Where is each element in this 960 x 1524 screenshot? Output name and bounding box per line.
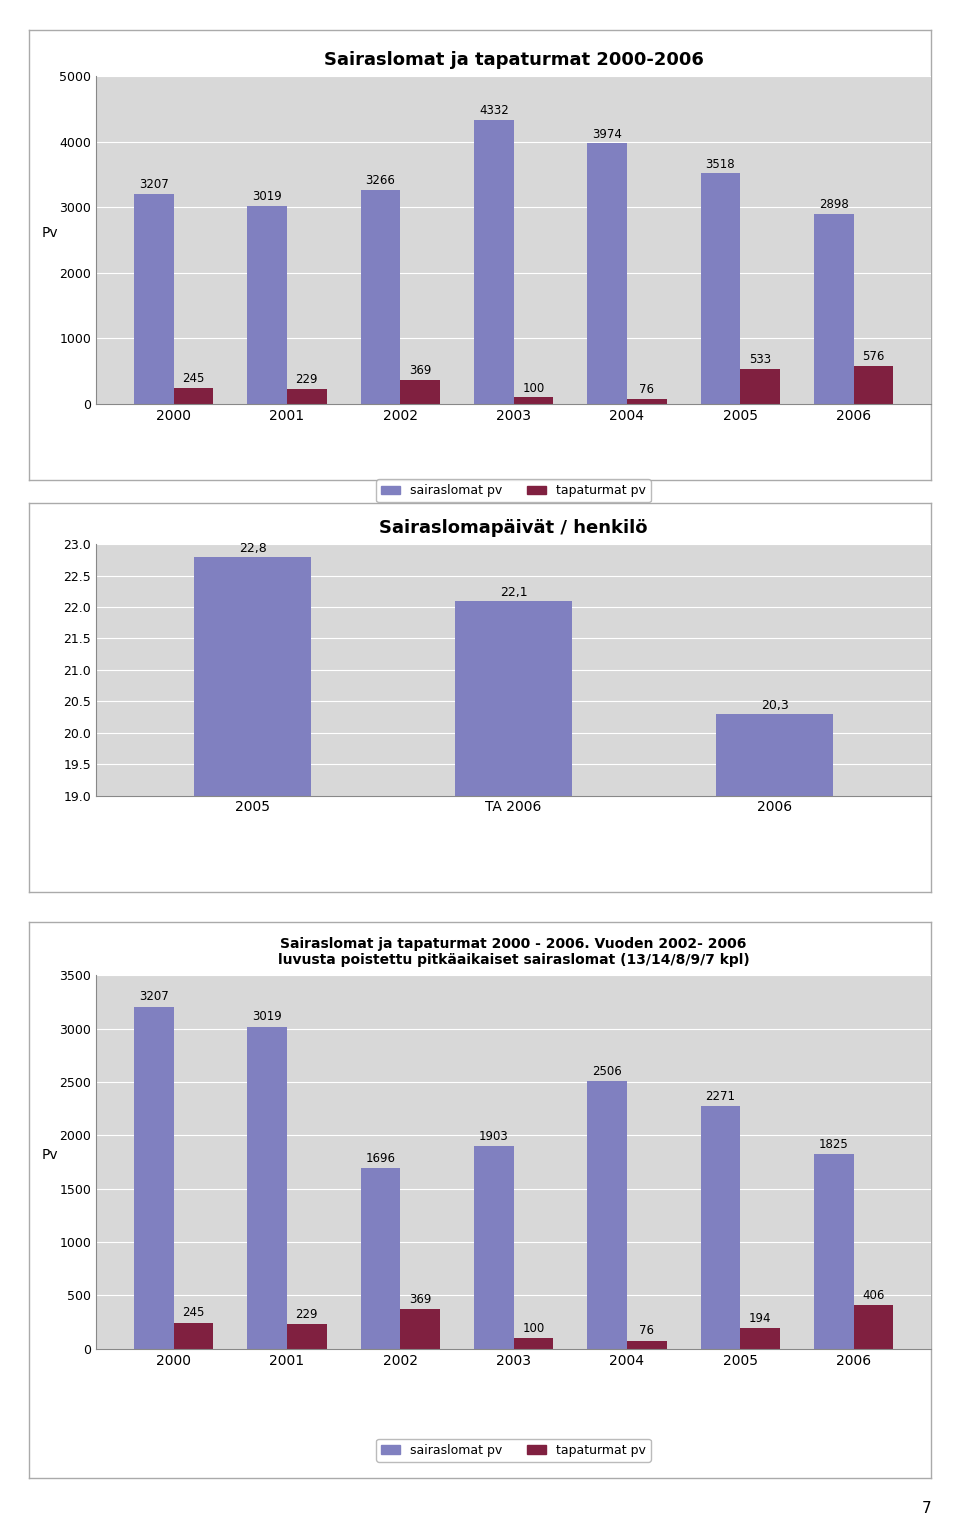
Text: 406: 406 — [862, 1289, 884, 1301]
Text: 20,3: 20,3 — [760, 700, 788, 712]
Bar — [174, 1323, 213, 1349]
Text: 3019: 3019 — [252, 190, 282, 203]
Bar — [361, 1167, 400, 1349]
Bar — [627, 399, 666, 404]
Y-axis label: Pv: Pv — [41, 1148, 59, 1161]
Text: 100: 100 — [522, 381, 544, 395]
Legend: sairaslomat pv, tapaturmat pv: sairaslomat pv, tapaturmat pv — [376, 1439, 651, 1462]
Text: 2271: 2271 — [706, 1090, 735, 1103]
Legend: sairaslomat pv, tapaturmat pv: sairaslomat pv, tapaturmat pv — [376, 480, 651, 503]
Bar — [194, 556, 311, 1524]
Text: 369: 369 — [409, 1294, 431, 1306]
Bar — [514, 398, 553, 404]
Text: 100: 100 — [522, 1321, 544, 1335]
Text: 22,1: 22,1 — [500, 585, 527, 599]
Bar — [814, 1154, 853, 1349]
Text: 576: 576 — [862, 351, 884, 364]
Text: 194: 194 — [749, 1312, 771, 1324]
Text: 76: 76 — [639, 383, 655, 396]
Bar — [740, 1327, 780, 1349]
Bar — [287, 1324, 326, 1349]
Bar — [853, 1306, 893, 1349]
Text: 76: 76 — [639, 1324, 655, 1338]
Bar — [588, 1082, 627, 1349]
Text: 245: 245 — [182, 372, 204, 386]
Bar — [287, 389, 326, 404]
Bar — [701, 1106, 740, 1349]
Text: 369: 369 — [409, 364, 431, 376]
Bar — [174, 387, 213, 404]
Bar — [740, 369, 780, 404]
Bar — [716, 713, 833, 1524]
Text: 2506: 2506 — [592, 1065, 622, 1077]
Bar — [701, 174, 740, 404]
Bar — [361, 190, 400, 404]
Bar — [455, 600, 572, 1524]
Bar — [853, 366, 893, 404]
Text: 3266: 3266 — [366, 174, 396, 187]
Text: 533: 533 — [749, 354, 771, 366]
Text: 3207: 3207 — [139, 178, 169, 190]
Text: 4332: 4332 — [479, 104, 509, 117]
Text: 245: 245 — [182, 1306, 204, 1320]
Text: 229: 229 — [296, 1308, 318, 1321]
Text: 7: 7 — [922, 1501, 931, 1516]
Bar — [134, 194, 174, 404]
Text: 1696: 1696 — [366, 1152, 396, 1164]
Text: 1825: 1825 — [819, 1138, 849, 1151]
Bar — [474, 120, 514, 404]
Title: Sairaslomapäivät / henkilö: Sairaslomapäivät / henkilö — [379, 520, 648, 536]
Text: 3207: 3207 — [139, 991, 169, 1003]
Bar — [400, 379, 440, 404]
Bar — [400, 1309, 440, 1349]
Text: 22,8: 22,8 — [239, 541, 267, 555]
Title: Sairaslomat ja tapaturmat 2000 - 2006. Vuoden 2002- 2006
luvusta poistettu pitkä: Sairaslomat ja tapaturmat 2000 - 2006. V… — [277, 937, 750, 968]
Bar — [248, 1027, 287, 1349]
Text: 3019: 3019 — [252, 1010, 282, 1024]
Bar — [814, 213, 853, 404]
Text: 2898: 2898 — [819, 198, 849, 212]
Bar — [627, 1341, 666, 1349]
Title: Sairaslomat ja tapaturmat 2000-2006: Sairaslomat ja tapaturmat 2000-2006 — [324, 52, 704, 69]
Bar — [514, 1338, 553, 1349]
Text: 3518: 3518 — [706, 157, 735, 171]
Bar — [474, 1146, 514, 1349]
Text: 3974: 3974 — [592, 128, 622, 140]
Bar — [248, 206, 287, 404]
Text: 229: 229 — [296, 373, 318, 386]
Y-axis label: Pv: Pv — [41, 226, 59, 241]
Text: 1903: 1903 — [479, 1129, 509, 1143]
Bar — [134, 1007, 174, 1349]
Bar — [588, 143, 627, 404]
